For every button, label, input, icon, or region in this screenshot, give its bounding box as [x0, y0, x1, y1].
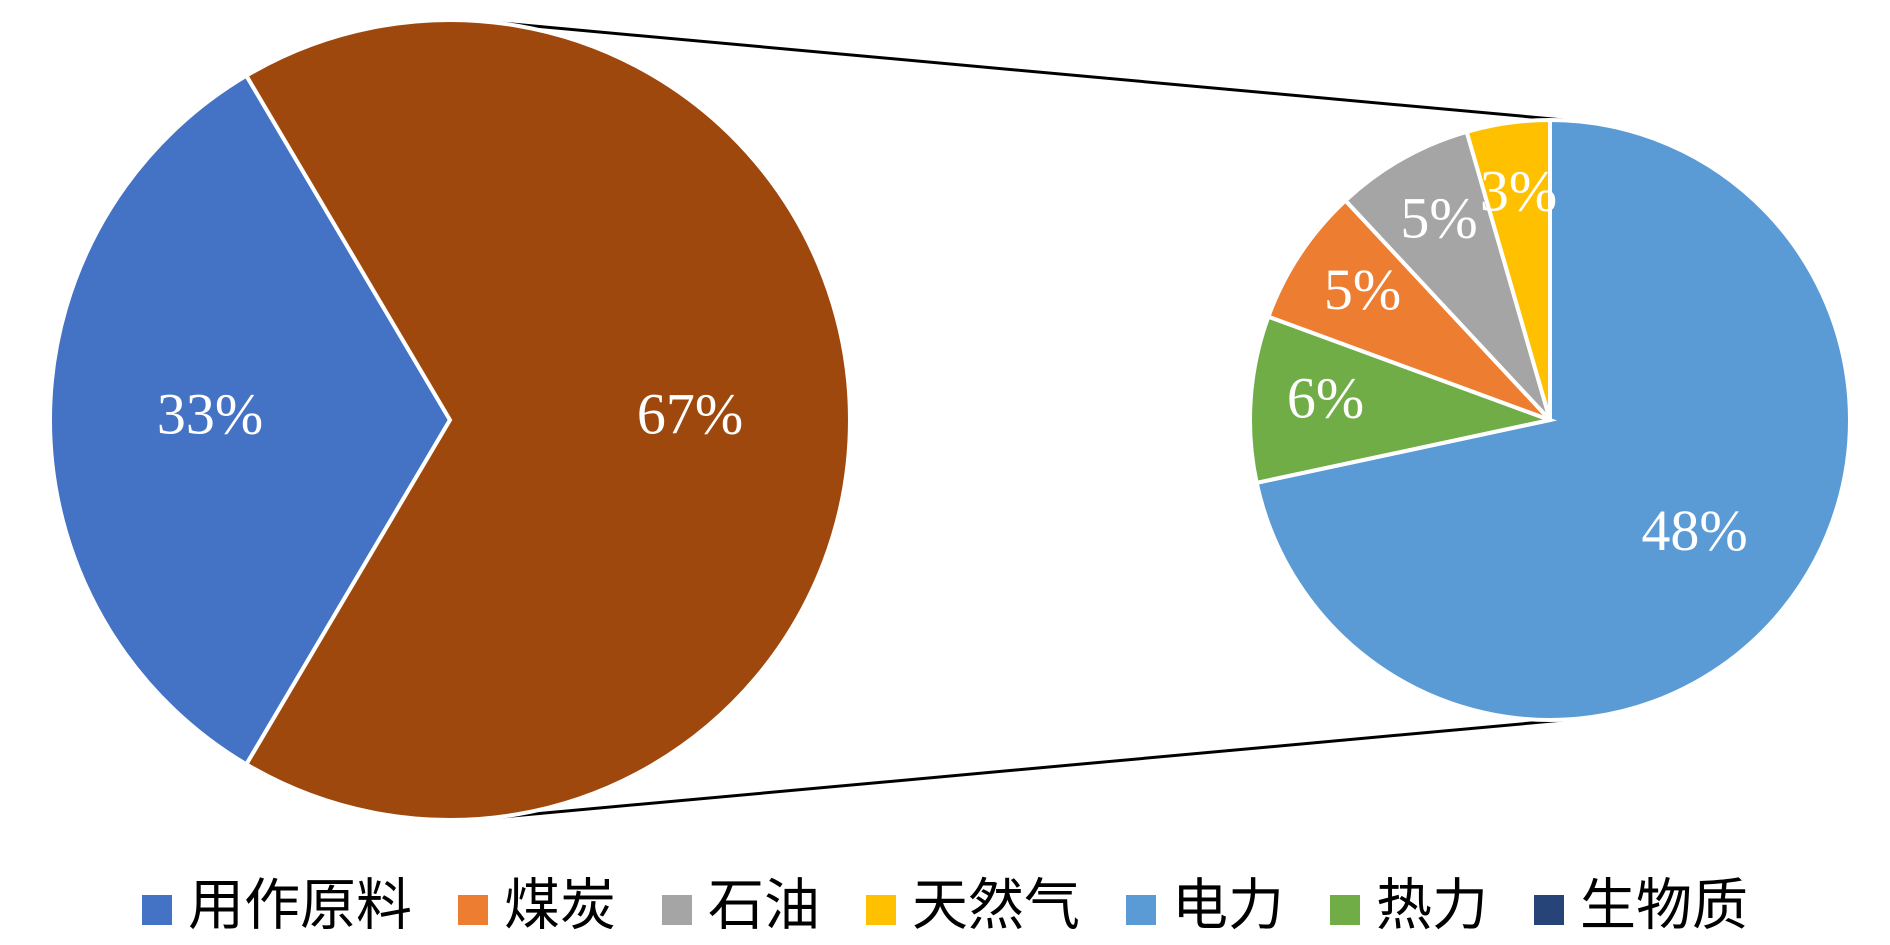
- secondary-pie-slice-3: [1342, 129, 1552, 422]
- main-pie: 33% 67%: [47, 18, 852, 822]
- legend-label-1: 煤炭: [504, 874, 616, 939]
- secondary-pie-slice-1: [1248, 314, 1558, 486]
- legend: 用作原料 煤炭 石油 天然气 电力 热力 生物质: [142, 874, 1748, 939]
- legend-swatch-6: [1534, 895, 1564, 925]
- legend-swatch-3: [866, 895, 896, 925]
- legend-label-6: 生物质: [1580, 874, 1748, 939]
- legend-label-2: 石油: [708, 874, 820, 939]
- legend-swatch-1: [458, 895, 488, 925]
- main-pie-slice-0: [47, 72, 453, 768]
- legend-swatch-2: [662, 895, 692, 925]
- legend-label-5: 热力: [1376, 874, 1488, 939]
- secondary-pie-slice-2: [1265, 197, 1552, 422]
- main-pie-slice-1: [243, 18, 852, 822]
- connector-line-bottom: [486, 717, 1578, 820]
- secondary-pie-slice-4: [1464, 117, 1552, 421]
- main-pie-label-1: 67%: [637, 381, 743, 446]
- legend-swatch-5: [1330, 895, 1360, 925]
- secondary-pie-label-3: 5%: [1400, 186, 1477, 251]
- legend-label-0: 用作原料: [188, 874, 412, 939]
- legend-swatch-4: [1126, 895, 1156, 925]
- connector-lines: [486, 20, 1578, 820]
- main-pie-label-0: 33%: [157, 381, 263, 446]
- legend-label-4: 电力: [1172, 874, 1284, 939]
- secondary-pie-label-2: 5%: [1324, 257, 1401, 322]
- legend-label-3: 天然气: [912, 874, 1080, 939]
- secondary-pie: 48%6%5%5% 3%: [1248, 117, 1852, 722]
- connector-line-top: [486, 20, 1578, 123]
- secondary-pie-label-1: 6%: [1287, 366, 1364, 431]
- secondary-pie-label-0: 48%: [1641, 498, 1747, 563]
- secondary-pie-label-4: 3%: [1480, 159, 1557, 224]
- legend-swatch-0: [142, 895, 172, 925]
